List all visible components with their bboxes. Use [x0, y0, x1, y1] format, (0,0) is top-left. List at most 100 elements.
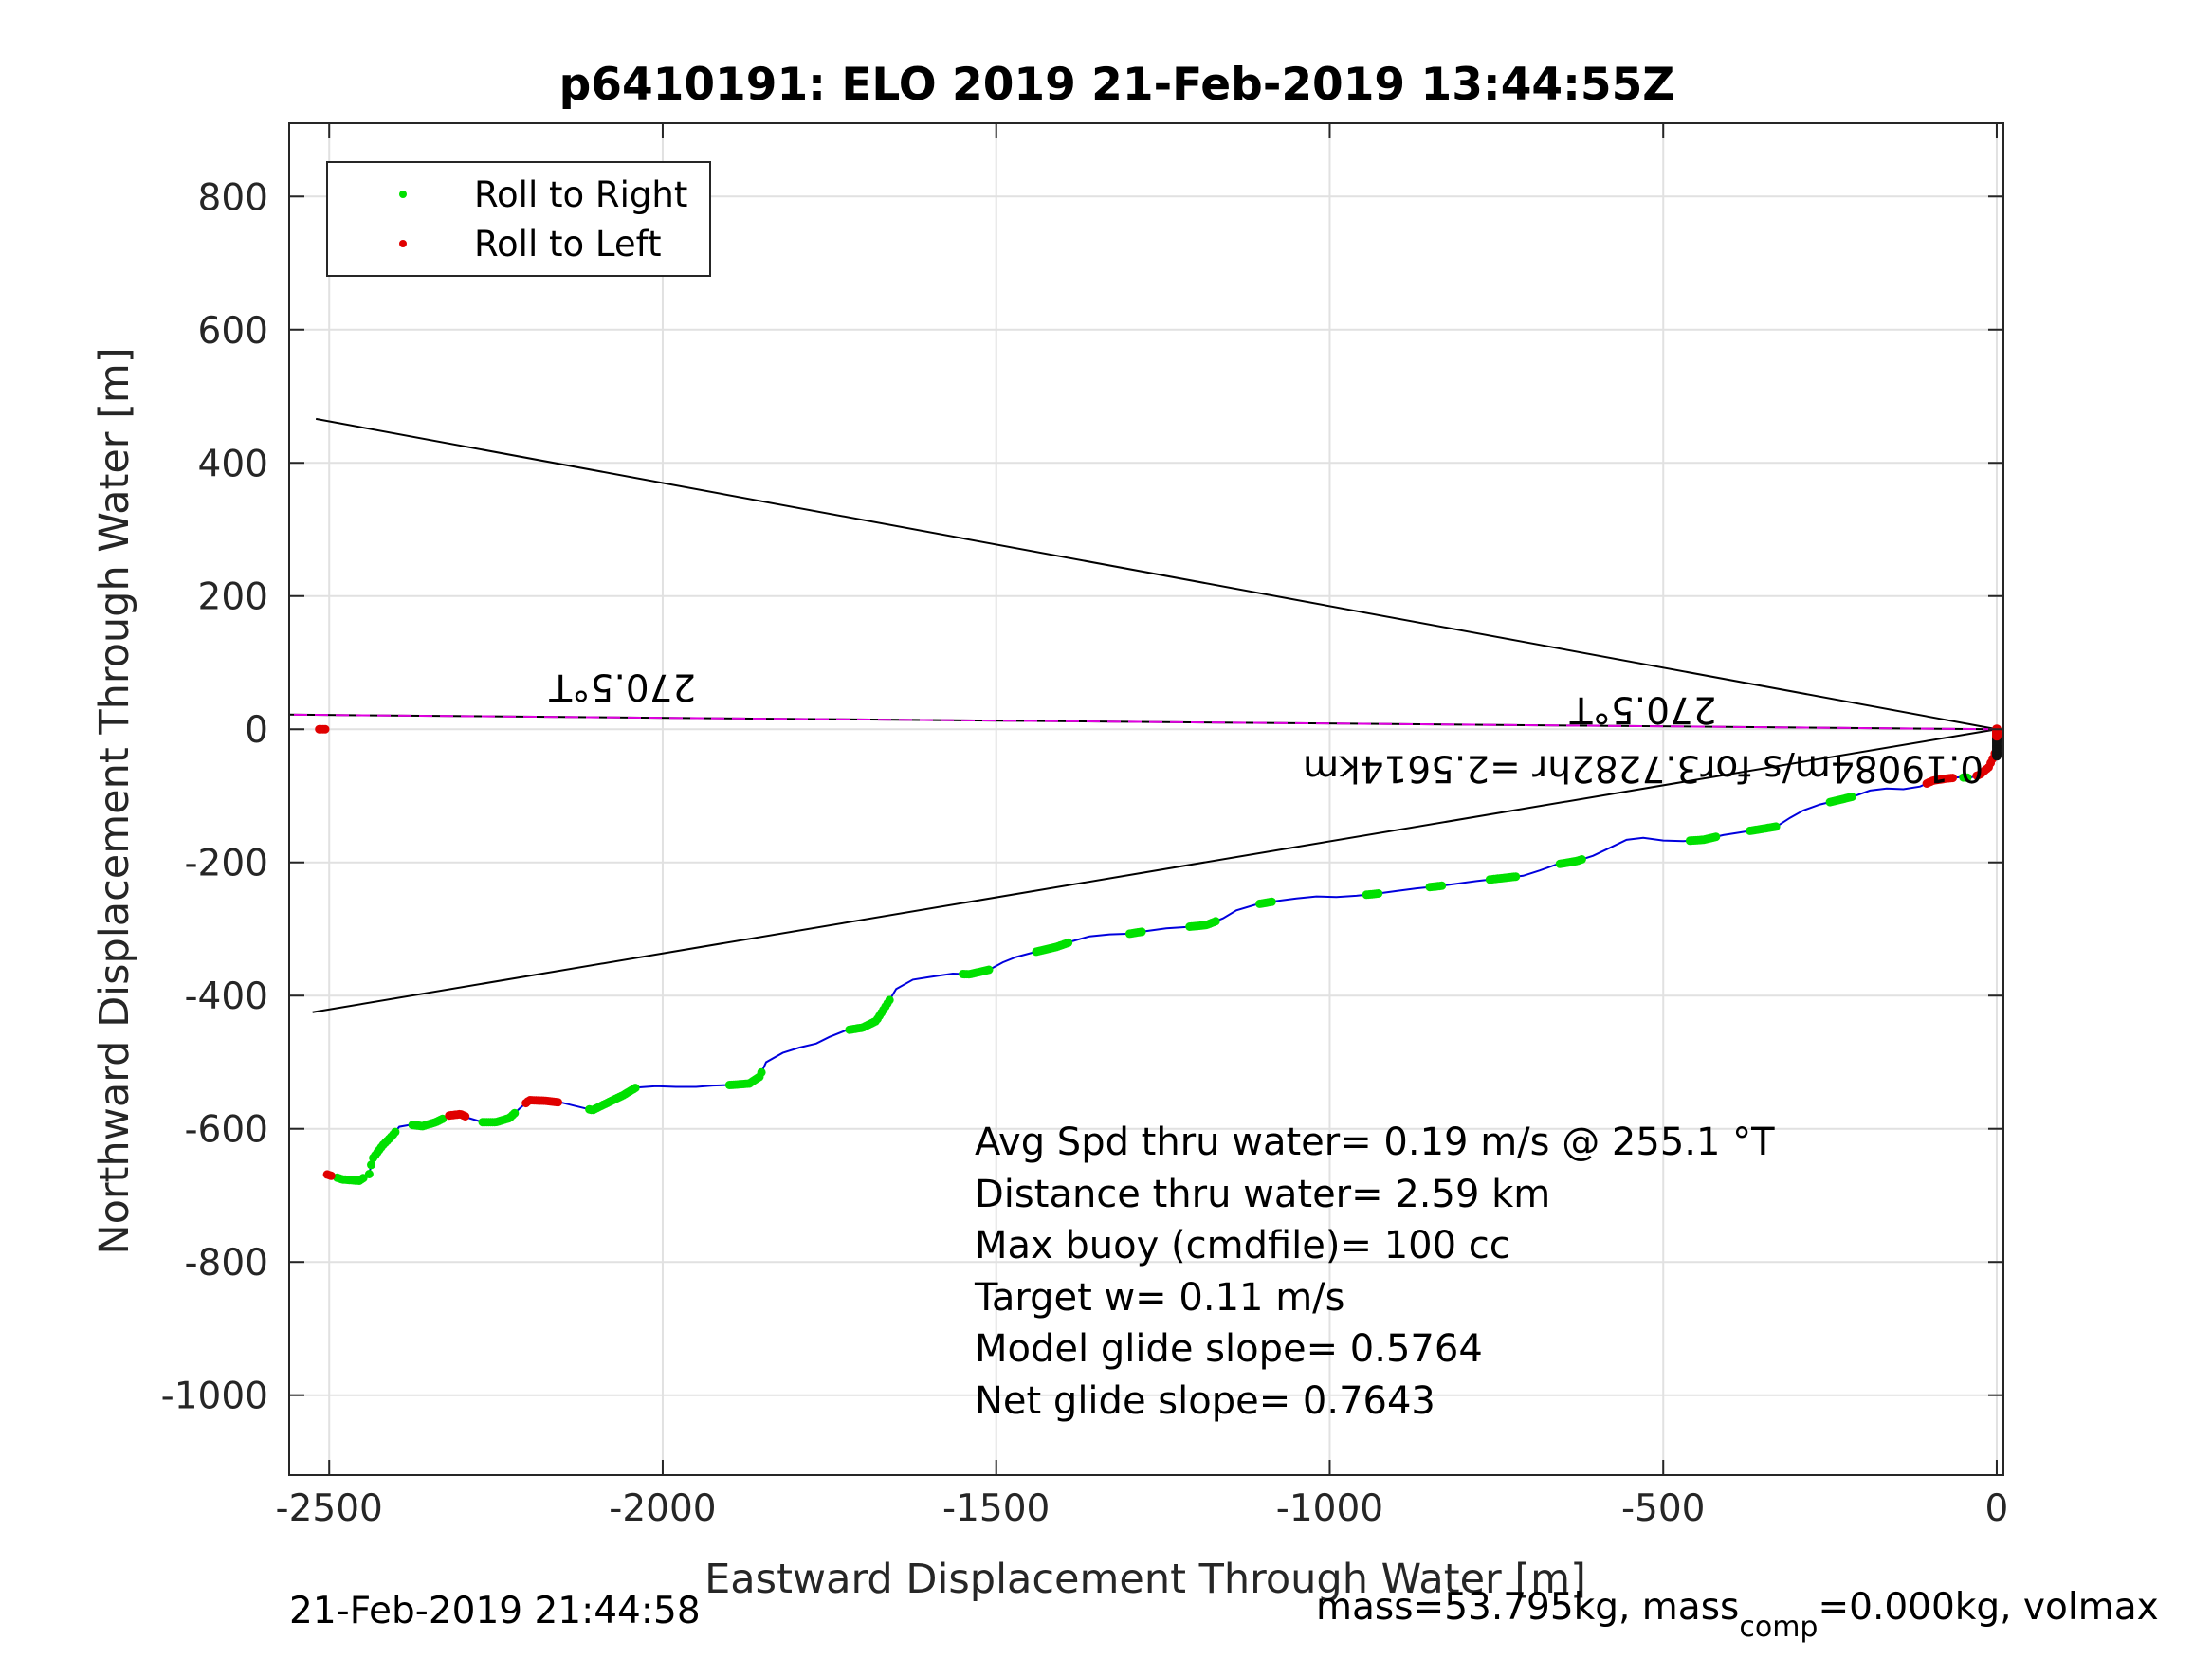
y-tick-label: 600	[198, 310, 268, 353]
roll-right-segment-point	[1267, 897, 1276, 906]
roll-right-segment	[1255, 897, 1276, 908]
roll-right-segment	[1185, 917, 1220, 931]
roll-right-segment-point	[1847, 793, 1856, 801]
footer-mass-info: mass=53.795kg, masscomp=0.000kg, volmax	[1316, 1586, 2159, 1644]
roll-left-segment	[1922, 774, 1957, 788]
roll-right-segment	[1959, 773, 1972, 782]
roll-right-segment-point	[885, 995, 894, 1005]
y-tick-label: -1000	[161, 1376, 268, 1418]
grid-lines	[289, 123, 2003, 1475]
chart-title: p6410191: ELO 2019 21-Feb-2019 13:44:55Z	[559, 59, 1675, 111]
heading-line	[288, 713, 1997, 731]
axes-box	[288, 122, 2004, 1476]
roll-right-segment	[724, 1067, 766, 1089]
legend-label-roll-left: Roll to Left	[474, 224, 662, 264]
roll-left-segment-point	[554, 1098, 562, 1107]
roll-right-segment	[845, 995, 894, 1034]
roll-right-segment	[333, 1173, 368, 1185]
roll-right-segment	[408, 1114, 448, 1131]
y-tick-label: 200	[198, 576, 268, 619]
legend-marker-roll-left	[399, 240, 407, 247]
y-tick-label: -400	[184, 975, 268, 1018]
footer-mass-sub: comp	[1739, 1611, 1818, 1644]
legend: Roll to Right Roll to Left	[326, 161, 711, 277]
roll-right-segment-point	[757, 1067, 766, 1077]
roll-right-segment-point	[984, 965, 994, 975]
stat-model-glide-slope: Model glide slope= 0.5764	[975, 1327, 1483, 1371]
stat-max-buoy: Max buoy (cmdfile)= 100 cc	[975, 1224, 1510, 1267]
heading-fan-lines	[288, 417, 1998, 1013]
stats-panel: Avg Spd thru water= 0.19 m/s @ 255.1 °T …	[974, 1121, 1775, 1423]
axis-ticks: -2500 -2000 -1500 -1000 -500 0 800 600 400 200 0 -2…	[161, 123, 2009, 1530]
footer-mass-pre: mass=53.795kg, mass	[1316, 1586, 1739, 1629]
roll-right-segment-point	[1771, 822, 1781, 831]
roll-right-segment-point	[367, 1160, 375, 1170]
x-tick-label: -2500	[276, 1487, 383, 1530]
roll-right-segment-point	[1211, 917, 1220, 926]
roll-right-segment-point	[1577, 855, 1586, 864]
annotation-1: 270.5°T	[1569, 688, 1716, 731]
roll-left-segment	[445, 1109, 470, 1121]
roll-left-segment	[1972, 749, 2000, 780]
displacement-track	[315, 724, 2002, 1185]
x-tick-label: -2000	[609, 1487, 716, 1530]
y-tick-label: 800	[198, 176, 268, 219]
x-tick-label: 0	[1985, 1487, 2009, 1530]
roll-right-segment	[1746, 822, 1781, 835]
roll-right-segment	[959, 965, 994, 979]
roll-right-segment-point	[1963, 773, 1972, 782]
roll-right-segment	[1825, 793, 1856, 807]
roll-left-segment	[315, 724, 336, 1180]
plot-annotations: 270.5°T 270.5°T 0.19084m/s for3.7282hr =2.…	[549, 665, 1983, 790]
roll-right-segment	[585, 1084, 640, 1115]
roll-right-segment-point	[438, 1114, 448, 1123]
x-tick-label: -500	[1621, 1487, 1706, 1530]
y-tick-label: -200	[184, 843, 268, 885]
roll-right-segment-point	[1511, 872, 1521, 882]
stat-distance: Distance thru water= 2.59 km	[975, 1173, 1550, 1216]
roll-right-segment-point	[391, 1127, 400, 1137]
roll-left-segment-point	[461, 1112, 470, 1121]
roll-right-segment	[1032, 938, 1073, 957]
roll-right-segment	[478, 1108, 520, 1127]
roll-right-segment	[364, 1127, 400, 1178]
y-tick-label: -600	[184, 1109, 268, 1152]
roll-right-segment	[1124, 927, 1146, 939]
roll-right-segment-point	[510, 1108, 520, 1118]
roll-right-segment-point	[1711, 832, 1721, 842]
fan-line	[315, 417, 1998, 731]
stat-avg-speed: Avg Spd thru water= 0.19 m/s @ 255.1 °T	[975, 1121, 1775, 1164]
legend-marker-roll-right	[399, 191, 407, 198]
legend-label-roll-right: Roll to Right	[474, 174, 687, 215]
roll-right-segment	[1685, 832, 1721, 846]
roll-left-segment	[521, 1096, 562, 1108]
footer-timestamp: 21-Feb-2019 21:44:58	[289, 1590, 701, 1632]
roll-right-segment-point	[364, 1170, 374, 1178]
y-tick-label: -800	[184, 1242, 268, 1285]
roll-left-segment-point	[320, 724, 330, 734]
track-line	[325, 729, 1998, 1182]
roll-right-segment-point	[1137, 927, 1146, 937]
roll-right-segment-point	[631, 1084, 640, 1093]
roll-right-segment-point	[1374, 889, 1383, 898]
x-tick-label: -1500	[942, 1487, 1050, 1530]
roll-left-segment-point	[1948, 774, 1957, 783]
stat-net-glide-slope: Net glide slope= 0.7643	[975, 1379, 1435, 1423]
legend-box	[326, 161, 711, 277]
y-axis-label: Northward Displacement Through Water [m]	[91, 347, 138, 1254]
roll-right-segment-point	[1064, 938, 1073, 947]
x-axis-label: Eastward Displacement Through Water [m]	[704, 1556, 1586, 1603]
y-tick-label: 0	[245, 709, 268, 752]
roll-right-segment-point	[1437, 881, 1447, 890]
fan-line	[312, 728, 1998, 1013]
roll-right-segment	[1425, 881, 1447, 892]
annotation-2: 0.19084m/s for3.7282hr =2.5614km	[1303, 746, 1983, 789]
y-tick-label: 400	[198, 443, 268, 485]
roll-left-segment-point	[326, 1171, 336, 1180]
roll-right-segment	[1555, 855, 1586, 868]
footer-mass-post: =0.000kg, volmax	[1818, 1586, 2158, 1629]
roll-right-segment	[1362, 889, 1383, 900]
x-tick-label: -1000	[1276, 1487, 1383, 1530]
annotation-0: 270.5°T	[549, 665, 696, 708]
